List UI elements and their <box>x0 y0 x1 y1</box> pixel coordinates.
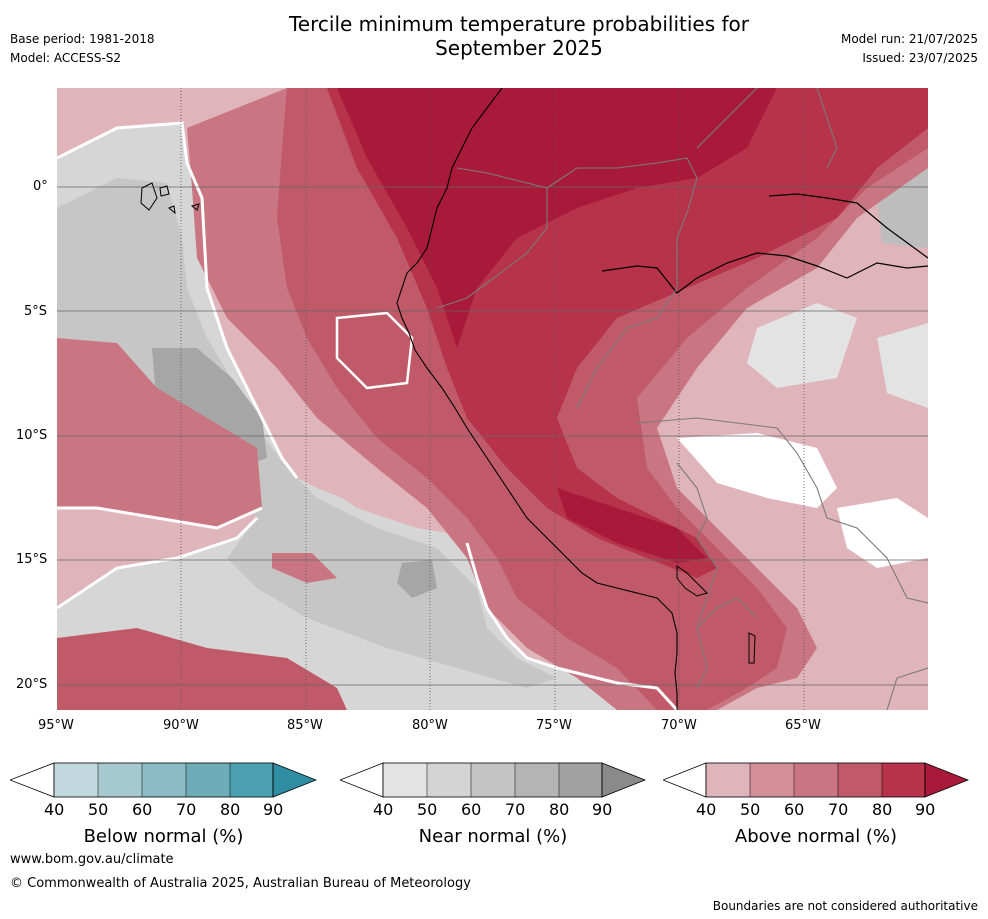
website-link[interactable]: www.bom.gov.au/climate <box>10 852 174 867</box>
lon-label-75w: 75°W <box>536 718 572 733</box>
near-colorbar-svg <box>338 762 647 798</box>
near-normal-east-patch-2 <box>877 323 928 408</box>
lake-poopo <box>748 632 756 664</box>
lat-label-20s: 20°S <box>16 677 48 692</box>
title-line-2: September 2025 <box>435 36 603 60</box>
model-text: Model: ACCESS-S2 <box>10 51 122 65</box>
near-tick-80: 80 <box>549 800 570 819</box>
near-colorbar-min-arrow <box>338 762 384 798</box>
above-tick-90: 90 <box>915 800 936 819</box>
below-tick-80: 80 <box>220 800 241 819</box>
northern-river <box>768 193 928 259</box>
lake-titicaca <box>676 565 708 597</box>
above-normal-title: Above normal (%) <box>734 826 898 847</box>
lon-label-70w: 70°W <box>661 718 697 733</box>
white-contour-2 <box>57 506 263 530</box>
above-normal-colorbar <box>661 762 970 800</box>
lon-label-95w: 95°W <box>38 718 74 733</box>
near-colorbar-max-arrow <box>601 762 647 798</box>
lon-label-85w: 85°W <box>287 718 323 733</box>
above-colorbar-svg <box>661 762 970 798</box>
near-normal-dark-patch-2 <box>397 560 437 598</box>
above-colorbar-bin-70 <box>838 763 882 797</box>
below-colorbar-max-arrow <box>272 762 318 798</box>
lat-label-5s: 5°S <box>24 304 48 319</box>
below-tick-50: 50 <box>88 800 109 819</box>
near-normal-colorbar <box>338 762 647 800</box>
parallels <box>57 186 928 686</box>
probability-map <box>57 88 928 710</box>
title-line-1: Tercile minimum temperature probabilitie… <box>288 12 750 36</box>
below-normal-title: Below normal (%) <box>83 826 244 847</box>
near-normal-title: Near normal (%) <box>418 826 568 847</box>
above-50-sw-region <box>57 338 262 528</box>
above-colorbar-min-arrow <box>661 762 707 798</box>
above-colorbar-max-arrow <box>924 762 970 798</box>
lat-label-15s: 15°S <box>16 552 48 567</box>
below-tick-90: 90 <box>263 800 284 819</box>
white-contour-3 <box>57 516 259 610</box>
near-tick-40: 40 <box>373 800 394 819</box>
below-colorbar-min-arrow <box>8 762 55 798</box>
lat-label-0: 0° <box>33 179 48 194</box>
near-tick-90: 90 <box>592 800 613 819</box>
map-title: Tercile minimum temperature probabilitie… <box>200 12 838 60</box>
near-tick-70: 70 <box>505 800 526 819</box>
near-colorbar-bin-60 <box>471 763 515 797</box>
near-colorbar-bin-80 <box>559 763 602 797</box>
below-colorbar-svg <box>8 762 318 798</box>
below-colorbar-bin-80 <box>230 763 273 797</box>
no-dominant-region-2 <box>837 498 928 568</box>
below-colorbar-bin-60 <box>142 763 186 797</box>
below-colorbar-bin-50 <box>98 763 142 797</box>
above-tick-50: 50 <box>740 800 761 819</box>
map-canvas <box>57 88 928 710</box>
disclaimer-text: Boundaries are not considered authoritat… <box>712 899 978 913</box>
white-contour-1 <box>57 121 299 479</box>
lat-label-10s: 10°S <box>16 428 48 443</box>
lon-label-65w: 65°W <box>785 718 821 733</box>
lon-label-90w: 90°W <box>163 718 199 733</box>
near-normal-ocean-region <box>57 123 677 710</box>
country-borders <box>436 88 928 710</box>
near-normal-ne-patch <box>877 163 928 248</box>
galapagos-islands <box>140 182 200 215</box>
above-90-region <box>337 88 777 348</box>
above-50-south-region <box>57 628 347 710</box>
amazon-river <box>601 252 928 294</box>
above-colorbar-bin-40 <box>706 763 750 797</box>
above-tick-80: 80 <box>872 800 893 819</box>
near-colorbar-bin-70 <box>515 763 559 797</box>
above-tick-40: 40 <box>696 800 717 819</box>
above-tick-70: 70 <box>828 800 849 819</box>
model-run-text: Model run: 21/07/2025 <box>840 32 978 46</box>
above-colorbar-bin-80 <box>882 763 925 797</box>
below-tick-60: 60 <box>132 800 153 819</box>
coastline <box>396 88 678 710</box>
above-40-ocean-strip <box>272 553 337 583</box>
above-colorbar-bin-60 <box>794 763 838 797</box>
below-colorbar-bin-70 <box>186 763 230 797</box>
copyright-text: © Commonwealth of Australia 2025, Austra… <box>10 876 471 891</box>
no-dominant-region-1 <box>677 433 837 508</box>
lon-label-80w: 80°W <box>412 718 448 733</box>
below-colorbar-bin-40 <box>54 763 98 797</box>
white-contour-4 <box>465 542 679 710</box>
near-tick-50: 50 <box>417 800 438 819</box>
white-contour-5 <box>335 311 414 390</box>
below-tick-40: 40 <box>44 800 65 819</box>
below-tick-70: 70 <box>176 800 197 819</box>
base-period-text: Base period: 1981-2018 <box>10 32 155 46</box>
issued-text: Issued: 23/07/2025 <box>862 51 978 65</box>
near-colorbar-bin-40 <box>383 763 427 797</box>
above-90-south-region <box>557 488 707 563</box>
near-tick-60: 60 <box>461 800 482 819</box>
near-colorbar-bin-50 <box>427 763 471 797</box>
above-tick-60: 60 <box>784 800 805 819</box>
below-normal-colorbar <box>8 762 318 800</box>
near-normal-east-patch <box>747 303 857 388</box>
above-colorbar-bin-50 <box>750 763 794 797</box>
